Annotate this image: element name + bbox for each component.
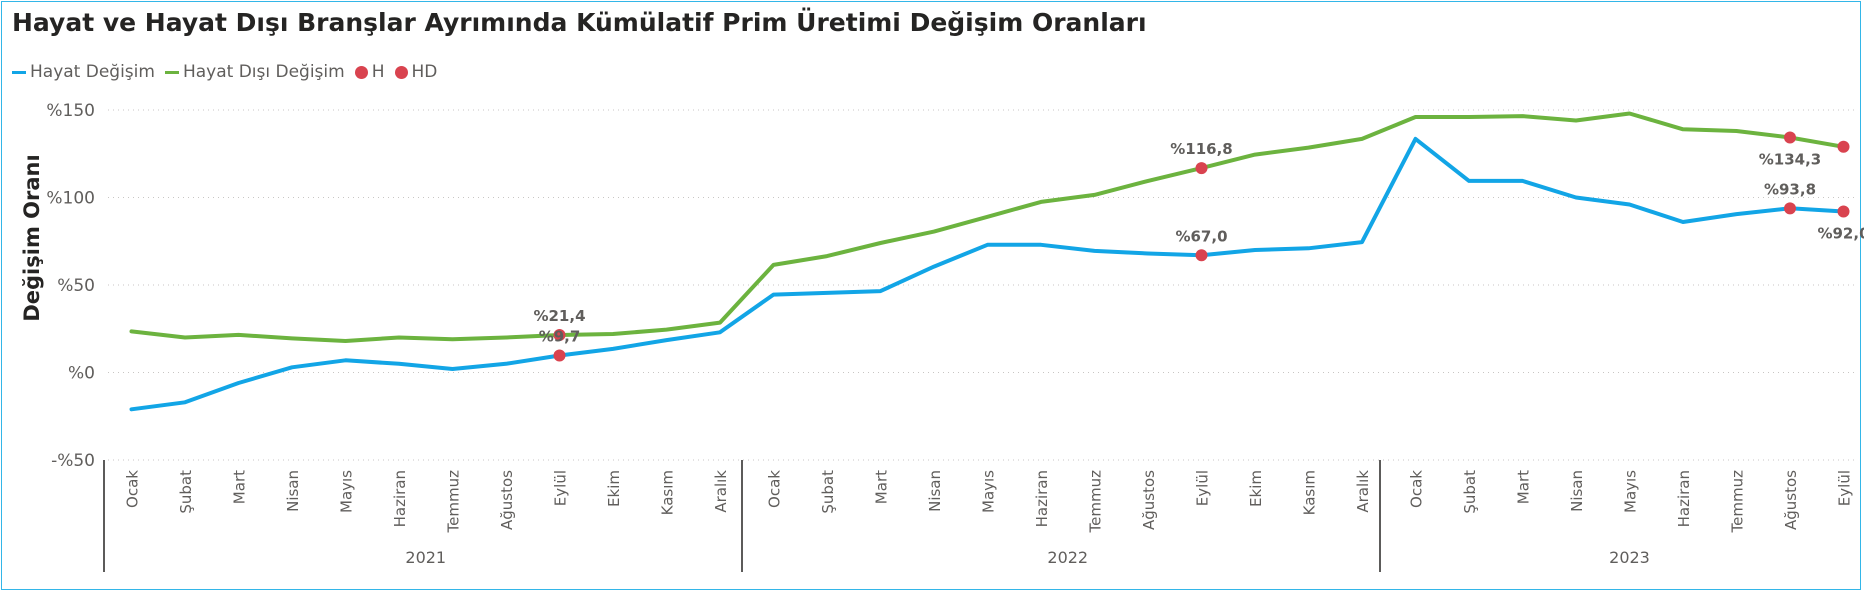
x-tick-label: Ocak xyxy=(766,470,784,508)
x-tick-label: Şubat xyxy=(819,470,837,514)
legend-item-h[interactable]: H xyxy=(354,62,385,82)
data-label: %92,0 xyxy=(1817,225,1864,243)
x-tick-label: Temmuz xyxy=(445,470,463,534)
legend-item-hd[interactable]: HD xyxy=(394,62,438,82)
x-tick-label: Haziran xyxy=(1675,470,1693,527)
data-label: %67,0 xyxy=(1175,227,1227,245)
data-marker xyxy=(1195,162,1208,175)
x-tick-label: Mayıs xyxy=(338,470,356,513)
legend-label-hayat: Hayat Değişim xyxy=(30,62,155,82)
x-tick-label: Nisan xyxy=(926,470,944,512)
year-label: 2021 xyxy=(405,548,446,567)
x-tick-label: Mayıs xyxy=(1622,470,1640,513)
data-label: %9,7 xyxy=(539,328,581,346)
data-marker xyxy=(553,329,566,342)
legend-swatch-hd xyxy=(394,65,408,79)
y-tick-label: %100 xyxy=(46,189,95,209)
x-tick-label: Ekim xyxy=(605,470,623,507)
legend-swatch-hayat-disi xyxy=(164,70,179,74)
data-label: %93,8 xyxy=(1764,180,1816,198)
x-tick-label: Aralık xyxy=(712,470,730,513)
data-label: %21,4 xyxy=(533,307,585,325)
data-marker xyxy=(1784,202,1796,215)
x-tick-label: Temmuz xyxy=(1729,470,1747,534)
x-tick-label: Şubat xyxy=(1461,470,1479,514)
series-line-hayat-disi xyxy=(129,111,1846,343)
legend-label-h: H xyxy=(371,62,385,82)
x-tick-label: Şubat xyxy=(177,470,195,514)
x-tick-label: Nisan xyxy=(284,470,302,512)
legend-item-hayat[interactable]: Hayat Değişim xyxy=(12,62,155,82)
x-tick-label: Ekim xyxy=(1247,470,1265,507)
x-tick-label: Eylül xyxy=(1194,470,1212,506)
data-marker xyxy=(1837,140,1850,153)
y-tick-label: %0 xyxy=(68,364,95,384)
x-tick-label: Ağustos xyxy=(498,470,516,530)
data-marker xyxy=(553,349,566,362)
y-tick-label: %50 xyxy=(57,276,95,296)
x-tick-label: Temmuz xyxy=(1087,470,1105,534)
year-label: 2023 xyxy=(1609,548,1650,567)
x-tick-label: Kasım xyxy=(659,470,677,515)
y-tick-label: %150 xyxy=(46,101,95,121)
x-tick-label: Kasım xyxy=(1301,470,1319,515)
data-marker xyxy=(1837,205,1850,218)
data-marker xyxy=(1195,249,1208,262)
data-label: %134,3 xyxy=(1759,150,1821,168)
x-tick-label: Eylül xyxy=(552,470,570,506)
year-label: 2022 xyxy=(1047,548,1088,567)
x-tick-label: Mart xyxy=(231,470,249,504)
x-tick-label: Ağustos xyxy=(1782,470,1800,530)
x-tick-label: Ağustos xyxy=(1140,470,1158,530)
x-tick-label: Nisan xyxy=(1568,470,1586,512)
legend-label-hayat-disi: Hayat Dışı Değişim xyxy=(182,62,345,82)
legend-label-hd: HD xyxy=(411,62,438,82)
x-tick-label: Ocak xyxy=(1408,470,1426,508)
legend-swatch-h xyxy=(354,65,368,79)
x-tick-label: Eylül xyxy=(1836,470,1854,506)
chart-title: Hayat ve Hayat Dışı Branşlar Ayrımında K… xyxy=(12,8,1147,37)
series-line-hayat xyxy=(129,136,1846,412)
x-tick-label: Mart xyxy=(873,470,891,504)
data-label: %116,8 xyxy=(1170,140,1232,158)
x-tick-label: Aralık xyxy=(1354,470,1372,513)
legend-swatch-hayat xyxy=(12,70,26,74)
data-marker xyxy=(1784,131,1796,144)
y-tick-label: -%50 xyxy=(51,451,95,471)
x-tick-label: Mart xyxy=(1515,470,1533,504)
legend: Hayat Değişim Hayat Dışı Değişim H HD xyxy=(12,60,447,84)
x-tick-label: Ocak xyxy=(124,470,142,508)
x-tick-label: Mayıs xyxy=(980,470,998,513)
x-tick-label: Haziran xyxy=(391,470,409,527)
legend-item-hayat-disi[interactable]: Hayat Dışı Değişim xyxy=(164,62,345,82)
x-tick-label: Haziran xyxy=(1033,470,1051,527)
